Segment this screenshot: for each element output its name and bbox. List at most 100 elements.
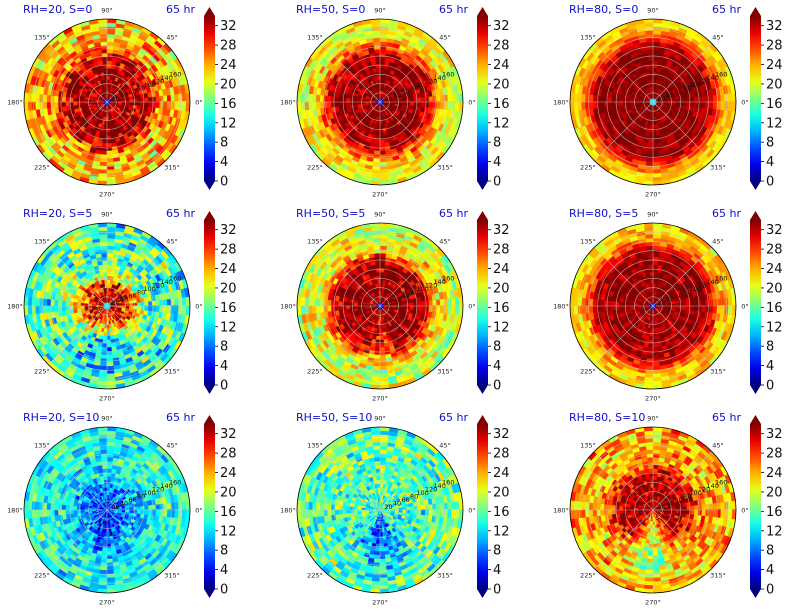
heatmap-cell <box>648 139 654 144</box>
heatmap-cell <box>53 95 59 103</box>
radial-tick-label: 20 <box>657 95 665 103</box>
radial-tick-label: 140 <box>160 74 172 82</box>
heatmap-cell <box>379 56 386 61</box>
heatmap-cell <box>432 101 437 109</box>
radial-tick-label: 40 <box>120 91 128 99</box>
angle-label: 45° <box>166 33 178 41</box>
heatmap-cell <box>379 45 387 50</box>
heatmap-cell <box>42 94 48 103</box>
radial-tick-label: 120 <box>152 77 164 85</box>
heatmap-cell <box>646 154 654 159</box>
heatmap-cell <box>428 101 434 109</box>
colorbar-tick-label: 16 <box>766 97 783 112</box>
panel-time-label: 65 hr <box>712 3 741 16</box>
heatmap-cell <box>373 150 381 156</box>
heatmap-cell <box>46 95 51 103</box>
heatmap-cell <box>99 161 108 167</box>
angular-grid-line <box>106 43 166 103</box>
heatmap-cell <box>174 305 179 315</box>
colorbar-tick-label: 20 <box>766 77 783 92</box>
heatmap-cell <box>652 41 660 46</box>
heatmap-cell <box>166 305 172 314</box>
angular-grid-line <box>594 101 654 161</box>
heatmap-cell <box>690 101 695 107</box>
heatmap-cell <box>106 245 114 250</box>
colorbar-tick-label: 32 <box>493 19 510 34</box>
radial-tick-label: 40 <box>666 91 674 99</box>
heatmap-cell <box>155 101 161 109</box>
polar-grid <box>297 19 463 185</box>
angle-label: 315° <box>710 164 726 172</box>
angular-grid-line <box>594 43 654 103</box>
heatmap-cell <box>97 176 108 182</box>
heatmap-cell <box>35 297 40 307</box>
heatmap-cell <box>106 30 116 35</box>
angle-label: 270° <box>645 191 661 199</box>
angular-grid-line <box>321 43 381 103</box>
heatmap-cell <box>373 158 381 163</box>
heatmap-cell <box>155 305 161 313</box>
heatmap-cell <box>644 169 654 174</box>
heatmap-cell <box>379 41 387 46</box>
colorbar-tick-label: 8 <box>220 136 228 151</box>
colorbar-tick-label: 24 <box>766 58 783 73</box>
polar-heatmap-svg: 0°45°90°135°180°225°270°315°20 40 60 801001… <box>7 7 236 199</box>
heatmap-cell <box>379 48 387 54</box>
angle-label: 315° <box>437 164 453 172</box>
heatmap-cell <box>100 362 108 367</box>
angular-grid-line <box>652 101 712 161</box>
heatmap-cell <box>727 101 733 112</box>
heatmap-cell <box>300 92 306 103</box>
heatmap-cell <box>338 97 343 103</box>
heatmap-cell <box>588 94 594 103</box>
colorbar-gradient <box>204 16 215 181</box>
heatmap-cell <box>652 30 662 35</box>
heatmap-cell <box>100 158 108 163</box>
heatmap-cell <box>42 298 48 307</box>
heatmap-cell <box>308 101 313 111</box>
heatmap-cell <box>373 154 381 159</box>
colorbar-tick-label: 20 <box>493 77 510 92</box>
colorbar-extend-min <box>204 181 215 190</box>
heatmap-cell <box>372 161 381 167</box>
angular-grid-line <box>48 101 108 161</box>
heatmap-cell <box>652 37 661 43</box>
panel-time-label: 65 hr <box>166 3 195 16</box>
heatmap-cell <box>35 305 40 315</box>
heatmap-cell <box>573 101 579 112</box>
heatmap-cell <box>61 96 66 103</box>
heatmap-cell <box>727 92 733 103</box>
heatmap-cell <box>447 93 452 103</box>
heatmap-cell <box>454 92 460 103</box>
heatmap-cell <box>371 30 381 35</box>
heatmap-cell <box>174 93 179 103</box>
angle-label: 135° <box>580 33 596 41</box>
heatmap-cell <box>50 299 55 307</box>
heatmap-cell <box>379 176 390 182</box>
heatmap-cell <box>102 139 108 144</box>
colorbar-extend-max <box>477 7 488 16</box>
heatmap-cell <box>709 101 714 109</box>
heatmap-cell <box>148 305 153 312</box>
heatmap-cell <box>375 139 381 144</box>
angle-label: 90° <box>101 7 113 15</box>
colorbar-gradient <box>750 16 761 181</box>
heatmap-cell <box>101 143 108 148</box>
radial-tick-label: 160 <box>715 70 727 78</box>
heatmap-cell <box>379 37 388 43</box>
radial-tick-label: 120 <box>425 77 437 85</box>
heatmap-cell <box>106 169 116 174</box>
colorbar-tick-label: 16 <box>493 97 510 112</box>
heatmap-cell <box>65 97 70 103</box>
radial-tick-label: 140 <box>706 74 718 82</box>
radial-tick-label: 80 <box>410 84 418 92</box>
heatmap-cell <box>315 94 321 103</box>
heatmap-cell <box>694 101 699 108</box>
angle-label: 225° <box>580 164 596 172</box>
heatmap-cell <box>174 101 179 111</box>
panel-title: RH=20, S=5 <box>23 207 93 220</box>
angle-label: 180° <box>7 99 23 107</box>
heatmap-cell <box>106 37 115 43</box>
heatmap-cell <box>334 96 339 103</box>
